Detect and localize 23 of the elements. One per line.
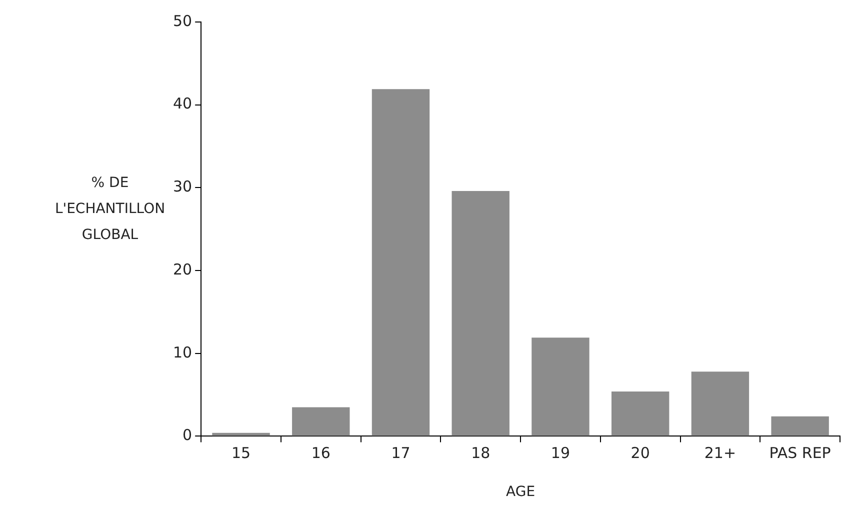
y-tick-label: 10 xyxy=(172,343,192,362)
bar xyxy=(611,391,670,436)
bar xyxy=(292,407,350,436)
y-tick-label: 40 xyxy=(172,94,192,113)
bar xyxy=(691,372,750,436)
x-tick-label: 16 xyxy=(311,444,330,462)
y-tick-label: 50 xyxy=(172,12,192,30)
bar xyxy=(532,338,590,436)
x-axis-title: AGE xyxy=(506,484,536,500)
x-tick-label: PAS REP xyxy=(769,444,831,462)
y-tick-label: 20 xyxy=(172,260,192,278)
x-tick-label: 18 xyxy=(471,444,490,462)
x-tick-label: 17 xyxy=(391,444,410,462)
y-axis-title: % DE L'ECHANTILLON GLOBAL xyxy=(54,175,166,243)
bar xyxy=(372,89,430,436)
x-tick-label: 15 xyxy=(231,444,251,462)
bar xyxy=(771,416,829,436)
x-tick-label: 21+ xyxy=(704,444,736,462)
x-tick-label: 20 xyxy=(630,444,650,462)
bar xyxy=(452,190,510,436)
y-tick-label: 30 xyxy=(172,178,192,196)
y-tick-label: 0 xyxy=(182,426,192,444)
x-tick-label: 19 xyxy=(550,444,570,462)
